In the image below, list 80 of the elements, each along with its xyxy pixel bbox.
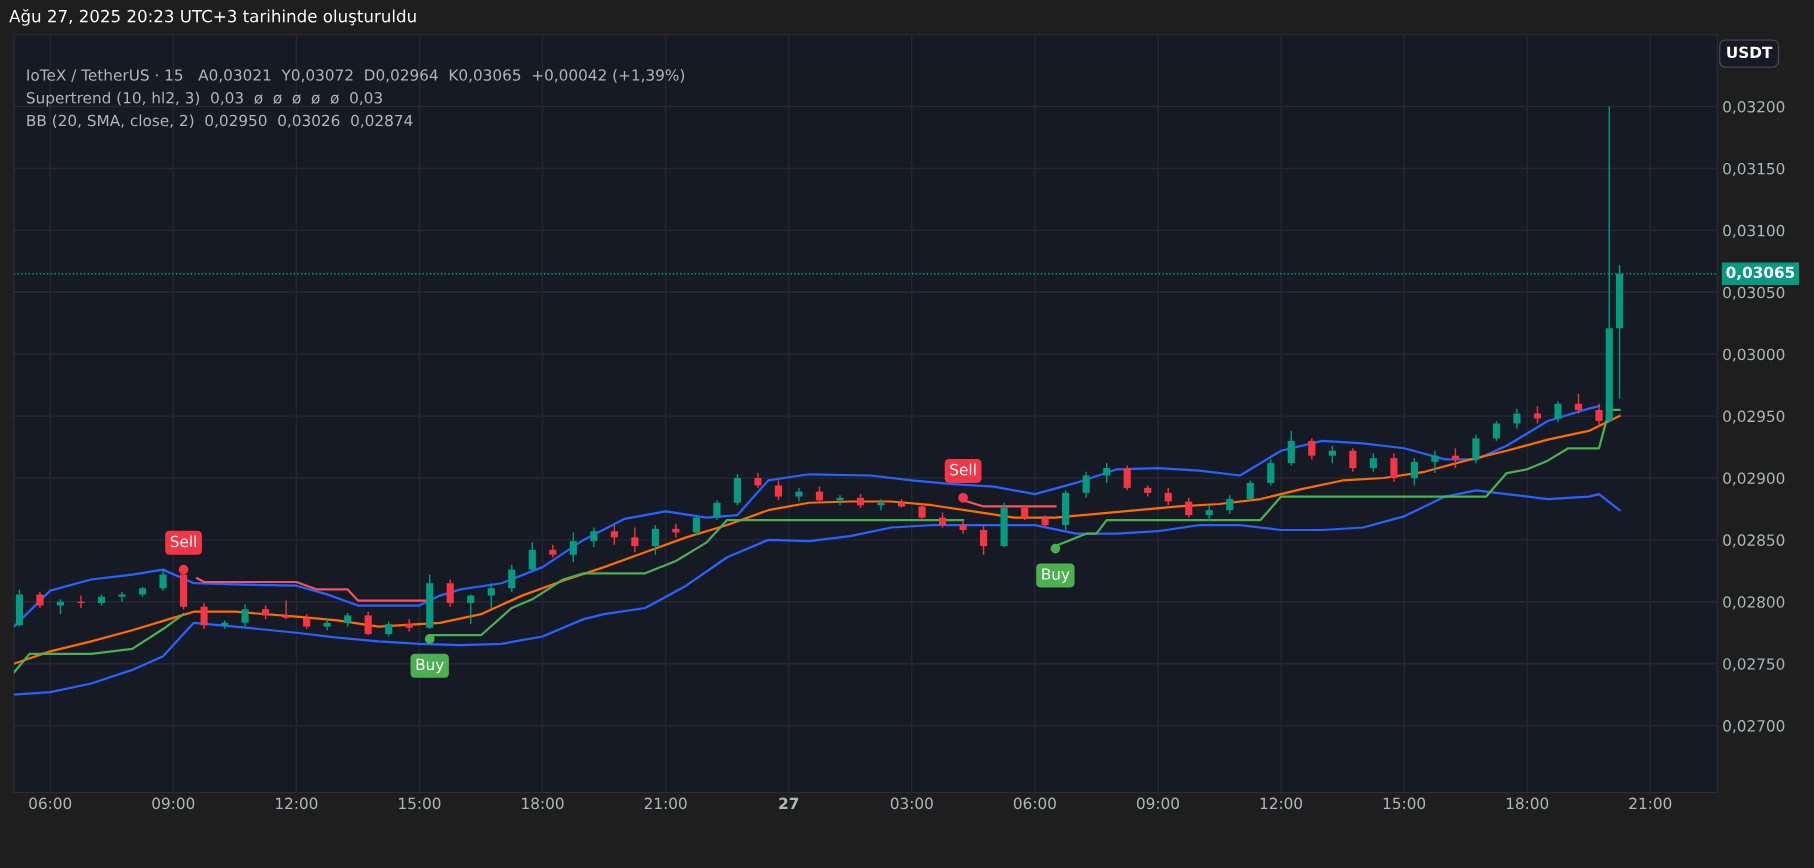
annotation: IoTeX / TetherUS · 15 A0,03021 Y0,03072 D0,02964 K0,03065 +0,00042 (+1,39%) bbox=[27, 69, 685, 83]
candlestick bbox=[1554, 400, 1562, 423]
y-tick-label: 0,03150 bbox=[1723, 162, 1785, 177]
candlestick bbox=[1287, 430, 1295, 467]
candlestick bbox=[118, 591, 126, 603]
x-tick-label: 27 bbox=[779, 797, 799, 809]
annotation: Sell bbox=[950, 463, 976, 476]
x-tick-label: 15:00 bbox=[399, 797, 441, 810]
candlestick bbox=[528, 541, 536, 573]
candlestick bbox=[487, 582, 495, 609]
candlestick bbox=[1431, 450, 1439, 474]
x-tick-label: 06:00 bbox=[29, 797, 72, 810]
candlestick bbox=[713, 499, 721, 521]
x-tick-label: 15:00 bbox=[1383, 797, 1426, 810]
x-tick-label: 09:00 bbox=[152, 797, 195, 810]
annotation: Buy bbox=[1042, 568, 1070, 583]
candlestick bbox=[1185, 497, 1193, 519]
candlestick bbox=[1267, 458, 1275, 487]
x-tick-label: 09:00 bbox=[1136, 797, 1179, 810]
line-series bbox=[13, 489, 1621, 696]
candlestick bbox=[159, 568, 167, 592]
x-tick-label: 12:00 bbox=[1260, 797, 1303, 810]
annotation: Sell bbox=[170, 535, 196, 548]
x-tick-label: 21:00 bbox=[1629, 797, 1672, 810]
candlestick bbox=[590, 526, 598, 549]
candlestick bbox=[446, 578, 454, 608]
candlestick bbox=[1082, 471, 1090, 499]
candlestick bbox=[631, 526, 639, 553]
candlestick bbox=[959, 519, 967, 535]
x-tick-label: 06:00 bbox=[1013, 797, 1056, 810]
candlestick bbox=[1410, 457, 1418, 487]
y-tick-label: 0,02900 bbox=[1723, 472, 1785, 486]
x-tick-label: 03:00 bbox=[890, 797, 933, 810]
candlestick bbox=[1513, 407, 1521, 430]
y-tick-label: 0,03100 bbox=[1723, 224, 1785, 238]
x-tick-label: 18:00 bbox=[522, 797, 564, 810]
y-tick-label: 0,02950 bbox=[1723, 410, 1785, 424]
candlestick bbox=[1492, 420, 1501, 442]
candlestick bbox=[364, 611, 372, 636]
y-tick-label: 0,02800 bbox=[1723, 596, 1785, 610]
y-tick-label: 0,03050 bbox=[1723, 286, 1785, 300]
candlestick bbox=[508, 563, 516, 593]
candlestick bbox=[795, 487, 803, 503]
candlestick bbox=[1574, 393, 1583, 415]
x-tick-label: 18:00 bbox=[1506, 797, 1549, 810]
candlestick bbox=[282, 599, 290, 620]
line-series bbox=[13, 405, 1601, 628]
candlestick bbox=[1472, 433, 1480, 464]
candlestick bbox=[610, 524, 618, 546]
candlestick bbox=[323, 618, 331, 631]
text: USDT bbox=[1727, 46, 1773, 59]
x-tick-label: 21:00 bbox=[644, 797, 687, 810]
annotation: Supertrend (10, hl2, 3) 0,03 ø ø ø ø ø 0,03 bbox=[26, 91, 382, 107]
candlestick bbox=[692, 514, 700, 536]
candlestick bbox=[980, 524, 988, 556]
ref-line-label: 0,03065 bbox=[1726, 266, 1795, 281]
candlestick bbox=[467, 593, 475, 625]
candlestick bbox=[1595, 403, 1603, 427]
candlestick bbox=[1226, 494, 1234, 515]
candlestick bbox=[774, 479, 783, 501]
candlestick bbox=[1390, 452, 1398, 483]
y-tick-label: 0,03000 bbox=[1723, 348, 1785, 362]
x-tick-label: 12:00 bbox=[276, 797, 318, 810]
chart-title: Ağu 27, 2025 20:23 UTC+3 tarihinde oluşturuldu bbox=[9, 9, 416, 26]
annotation: Buy bbox=[416, 658, 444, 674]
candlestick bbox=[200, 602, 208, 630]
candlestick bbox=[569, 531, 577, 563]
candlestick bbox=[651, 524, 659, 556]
y-tick-label: 0,02750 bbox=[1723, 658, 1785, 672]
y-tick-label: 0,03200 bbox=[1723, 101, 1785, 115]
candlestick bbox=[1369, 452, 1377, 473]
candlestick bbox=[1349, 447, 1357, 473]
y-tick-label: 0,02850 bbox=[1723, 534, 1785, 548]
candlestick bbox=[1246, 479, 1254, 501]
candlestick bbox=[1308, 437, 1316, 461]
y-tick-label: 0,02700 bbox=[1723, 720, 1785, 734]
annotation: BB (20, SMA, close, 2) 0,02950 0,03026 0,02874 bbox=[27, 114, 413, 129]
candlestick bbox=[1123, 464, 1131, 492]
candlestick bbox=[241, 603, 249, 628]
candlestick bbox=[1103, 462, 1111, 484]
